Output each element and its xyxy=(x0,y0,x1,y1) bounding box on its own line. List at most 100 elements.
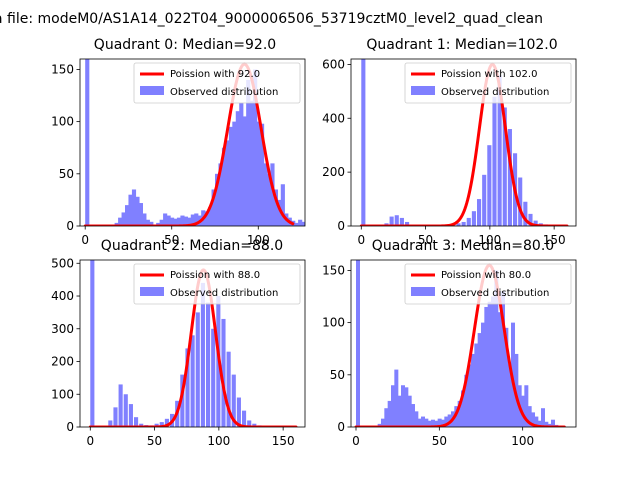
histogram-bar xyxy=(170,217,175,226)
histogram-bar xyxy=(461,390,465,427)
histogram-bar xyxy=(239,102,244,226)
histogram-bar xyxy=(537,420,542,427)
histogram-bar xyxy=(173,218,178,226)
legend: Poission with 102.0 Observed distribution xyxy=(404,62,572,104)
histogram-bar xyxy=(497,75,502,226)
histogram-bar xyxy=(417,418,422,427)
histogram-bar xyxy=(399,217,404,226)
histogram-bar xyxy=(298,219,303,226)
histogram-bar xyxy=(507,364,512,427)
histogram-bar xyxy=(195,312,200,427)
y-tick-label: 400 xyxy=(51,289,74,303)
histogram-bar xyxy=(138,203,143,226)
histogram-bar xyxy=(235,111,240,226)
legend: Poission with 88.0 Observed distribution xyxy=(133,263,301,305)
histogram-bar xyxy=(231,374,236,427)
histogram-bar xyxy=(242,116,247,226)
histogram-bar xyxy=(159,219,164,226)
histogram-bar xyxy=(391,385,395,427)
histogram-bar xyxy=(414,411,419,427)
histogram-bar xyxy=(253,69,258,226)
histogram-bar xyxy=(218,163,223,226)
histogram-bar xyxy=(123,394,128,427)
x-tick-label: 0 xyxy=(81,233,89,247)
plot-area xyxy=(359,59,569,226)
y-tick-label: 150 xyxy=(322,263,345,277)
histogram-bar xyxy=(252,423,257,427)
histogram-bar xyxy=(387,400,392,427)
histogram-bar xyxy=(477,333,482,427)
histogram-bar xyxy=(424,418,429,427)
y-tick-label: 50 xyxy=(330,368,345,382)
histogram-bar xyxy=(204,211,209,226)
y-tick-label: 50 xyxy=(59,167,74,181)
histogram-bar xyxy=(484,306,489,427)
histogram-bar xyxy=(156,222,161,226)
histogram-bar xyxy=(477,199,482,226)
panel-quadrant-3: 0 50 100 0 50 100 150 Poission with 80.0 Observe… xyxy=(322,259,577,448)
histogram-bar xyxy=(523,201,528,226)
x-tick-label: 50 xyxy=(418,233,433,247)
x-tick-label: 50 xyxy=(147,434,162,448)
legend-box xyxy=(404,263,572,305)
histogram-bar xyxy=(142,213,147,226)
panel-quadrant-0: 0 50 100 0 50 100 150 Poission with 92.0 Observe… xyxy=(51,58,306,247)
y-tick-label: 150 xyxy=(51,62,74,76)
axes-frame xyxy=(350,58,577,227)
histogram-bar xyxy=(114,222,119,226)
histogram-bar xyxy=(384,408,389,427)
panel-title: Quadrant 1: Median=102.0 xyxy=(366,37,557,53)
histogram-bar xyxy=(502,107,507,226)
histogram-bar xyxy=(504,327,509,427)
histogram-bar xyxy=(551,419,555,427)
histogram-bar xyxy=(180,374,185,427)
histogram-bar xyxy=(356,260,360,427)
legend: Poission with 92.0 Observed distribution xyxy=(133,62,301,104)
histogram-bar xyxy=(187,217,192,226)
legend-label-poisson: Poission with 88.0 xyxy=(170,270,260,281)
histogram-bar xyxy=(301,221,305,226)
y-tick-label: 100 xyxy=(51,115,74,129)
histogram-bar xyxy=(527,406,532,427)
axes-frame xyxy=(79,58,306,227)
histogram-bar xyxy=(464,374,469,427)
panel-title: Quadrant 2: Median=88.0 xyxy=(101,238,283,254)
histogram-bar xyxy=(113,407,118,427)
panel-title: Quadrant 0: Median=92.0 xyxy=(94,37,276,53)
histogram-bar xyxy=(183,216,188,226)
legend-box xyxy=(404,62,572,104)
histogram-bar xyxy=(118,217,123,226)
histogram-bar xyxy=(394,369,399,427)
x-tick-label: 150 xyxy=(272,434,295,448)
y-tick-label: 200 xyxy=(322,165,345,179)
y-tick-label: 200 xyxy=(51,355,74,369)
histogram-bar xyxy=(131,189,137,226)
histogram-bar xyxy=(541,408,545,427)
legend-label-observed: Observed distribution xyxy=(441,87,549,98)
histogram-bar xyxy=(247,420,252,427)
histogram-bar xyxy=(135,196,140,226)
histogram-bar xyxy=(190,335,195,427)
histogram-bar xyxy=(228,126,233,226)
histogram-bar xyxy=(471,211,476,226)
histogram-bar xyxy=(159,422,164,427)
plot-area xyxy=(88,260,298,427)
plot-area xyxy=(354,260,566,427)
histogram-bar xyxy=(85,59,90,226)
histogram-bar xyxy=(232,121,237,226)
y-tick-label: 0 xyxy=(66,219,74,233)
histogram-bar xyxy=(405,221,410,226)
histogram-bar xyxy=(176,217,182,226)
x-tick-label: 100 xyxy=(207,434,230,448)
histogram-bar xyxy=(211,189,216,226)
legend-bar-swatch xyxy=(140,86,164,95)
legend-label-poisson: Poission with 92.0 xyxy=(170,69,260,80)
x-tick-label: 100 xyxy=(511,434,534,448)
histogram-bar xyxy=(256,121,261,226)
histogram-bar xyxy=(280,184,285,226)
legend-bar-swatch xyxy=(140,287,164,296)
histogram-bar xyxy=(389,216,394,226)
histogram-bar xyxy=(206,302,211,427)
histogram-bar xyxy=(139,423,144,427)
histogram-bar xyxy=(492,96,497,226)
